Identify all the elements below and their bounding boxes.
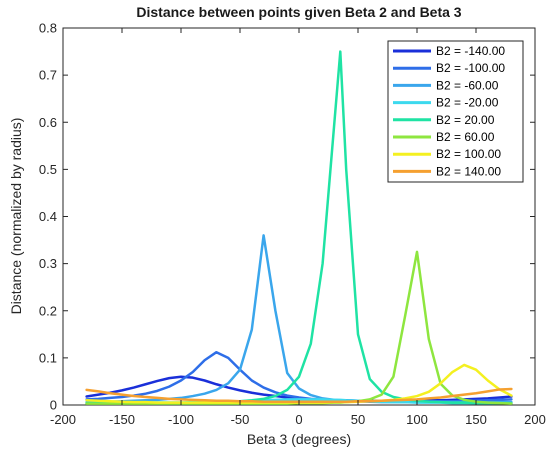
series-line-7 [85,387,513,403]
y-axis-label: Distance (normalized by radius) [8,118,24,315]
legend-box [387,40,524,183]
legend-entry-label: B2 = -140.00 [436,44,505,58]
x-tick-label: 50 [351,412,365,427]
y-tick-label: 0.5 [39,162,57,177]
x-tick-label: -150 [109,412,135,427]
y-tick-label: 0.1 [39,350,57,365]
x-tick-label: 0 [295,412,302,427]
legend-entry-label: B2 = 60.00 [436,130,495,144]
legend-entry-label: B2 = -100.00 [436,61,505,75]
y-tick-label: 0.7 [39,68,57,83]
legend: B2 = -140.00 B2 = -100.00 B2 = -60.00 B2 = … [387,40,524,183]
legend-entry-label: B2 = -60.00 [436,78,499,92]
legend-entry-label: B2 = -20.00 [436,96,499,110]
y-tick-label: 0.8 [39,21,57,36]
legend-entry-label: B2 = 20.00 [436,113,495,127]
x-tick-label: -100 [168,412,194,427]
legend-entry-label: B2 = 100.00 [436,147,501,161]
chart-title: Distance between points given Beta 2 and… [136,4,461,20]
y-tick-label: 0.3 [39,256,57,271]
x-tick-label: -50 [231,412,250,427]
y-tick-label: 0 [50,398,57,413]
x-tick-label: -200 [50,412,76,427]
x-axis-label: Beta 3 (degrees) [247,431,351,447]
series-lines [85,50,513,405]
y-tick-label: 0.6 [39,115,57,130]
y-tick-label: 0.4 [39,209,57,224]
y-tick-label: 0.2 [39,303,57,318]
x-tick-label: 150 [465,412,487,427]
legend-entry-label: B2 = 140.00 [436,164,501,178]
axes-ticks: -200 -150 -100 -50 0 50 100 150 200 0 0.1 0.2 0.3 0.4… [39,21,546,428]
x-tick-label: 100 [406,412,428,427]
x-tick-label: 200 [524,412,546,427]
